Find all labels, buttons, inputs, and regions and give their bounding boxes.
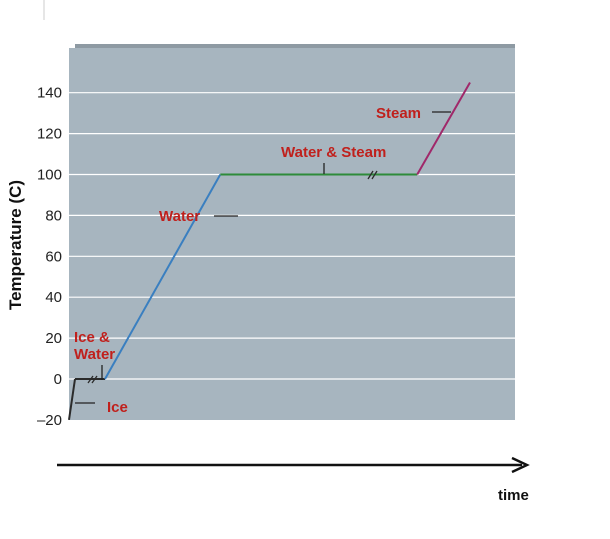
- panel-top-shadow: [75, 44, 515, 50]
- gridlines: [69, 92, 515, 380]
- segment-water: [104, 174, 222, 380]
- annotation-ice: Ice: [107, 399, 128, 416]
- time-arrowhead-icon: [511, 456, 530, 474]
- annotation-leaders: [75, 111, 451, 404]
- annotation-ice-and: Ice &: [74, 329, 110, 346]
- annotation-steam: Steam: [376, 105, 421, 122]
- y-tick-label: –20: [37, 412, 62, 429]
- annotation-water-and-steam: Water & Steam: [281, 144, 386, 161]
- y-tick-label: 20: [45, 330, 62, 347]
- plot-area: [69, 48, 515, 420]
- y-tick-label: 140: [37, 85, 62, 102]
- y-tick-label: 100: [37, 167, 62, 184]
- heating-curve: [68, 82, 471, 421]
- y-tick-label: 60: [45, 248, 62, 265]
- y-tick-label: 0: [54, 371, 62, 388]
- annotation-ice-water: Water: [74, 346, 115, 363]
- y-tick-label: 80: [45, 207, 62, 224]
- annotation-water: Water: [159, 208, 200, 225]
- y-axis-label: Temperature (C): [6, 180, 25, 310]
- segment-ice: [68, 378, 76, 421]
- y-tick-label: 40: [45, 289, 62, 306]
- x-axis-label: time: [498, 487, 529, 504]
- y-axis-ticks: –20 0 20 40 60 80 100 120 140: [37, 85, 62, 429]
- y-tick-label: 120: [37, 126, 62, 143]
- axis-break-marks: [87, 170, 378, 384]
- segment-steam: [416, 82, 471, 175]
